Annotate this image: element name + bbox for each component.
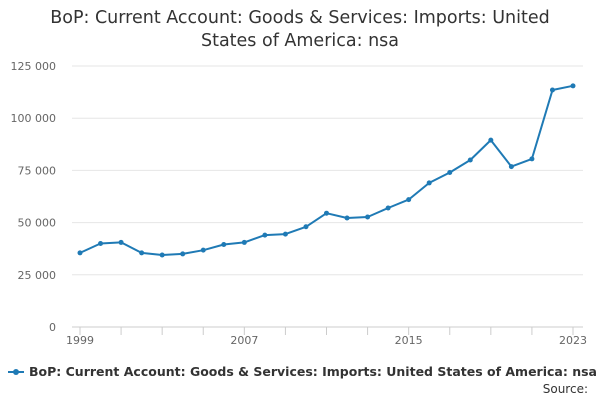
y-tick-label: 50 000 (18, 217, 57, 230)
data-point (118, 239, 124, 245)
y-tick-label: 25 000 (18, 269, 57, 282)
x-tick-label: 1999 (66, 334, 94, 347)
x-tick-label: 2015 (395, 334, 423, 347)
data-point (159, 252, 165, 258)
data-point (180, 251, 186, 257)
data-point (200, 247, 206, 253)
data-point (77, 250, 83, 256)
data-point (241, 239, 247, 245)
data-point (365, 214, 371, 220)
data-point (282, 231, 288, 237)
legend[interactable]: BoP: Current Account: Goods & Services: … (8, 364, 597, 379)
legend-swatch (8, 367, 24, 377)
data-point (139, 250, 145, 256)
data-point (344, 215, 350, 221)
chart-title: BoP: Current Account: Goods & Services: … (50, 8, 550, 51)
data-point (549, 87, 555, 93)
source-label: Source: (542, 382, 588, 396)
y-tick-label: 75 000 (18, 164, 57, 177)
x-tick-label: 2007 (230, 334, 258, 347)
data-point (303, 224, 309, 230)
y-tick-label: 125 000 (11, 60, 57, 73)
y-tick-label: 100 000 (11, 112, 57, 125)
data-point (447, 169, 453, 175)
legend-label: BoP: Current Account: Goods & Services: … (29, 364, 597, 379)
data-point (508, 164, 514, 170)
data-point (98, 240, 104, 246)
data-point (426, 180, 432, 186)
x-tick-label: 2023 (559, 334, 587, 347)
data-point (529, 156, 535, 162)
data-point (488, 137, 494, 143)
data-point (221, 242, 227, 248)
data-point (467, 157, 473, 163)
data-point (570, 83, 576, 89)
data-point (324, 210, 329, 216)
data-point (385, 205, 391, 211)
data-point (406, 197, 412, 203)
data-point (262, 232, 268, 238)
y-tick-label: 0 (49, 321, 56, 334)
